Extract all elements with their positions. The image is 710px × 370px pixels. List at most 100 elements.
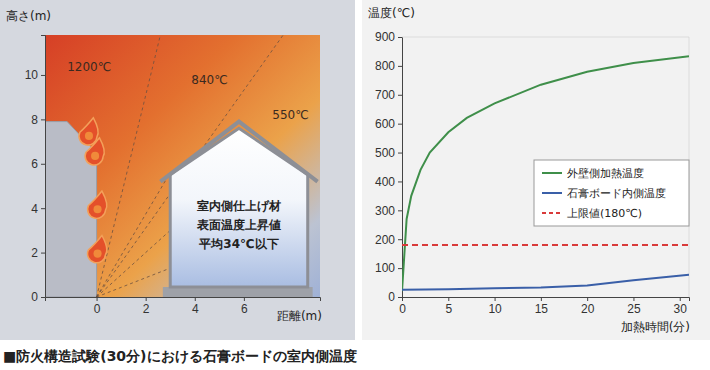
tick: 600 bbox=[375, 117, 402, 131]
tick-mark bbox=[398, 210, 402, 211]
tick-label: 600 bbox=[375, 117, 395, 131]
tick: 300 bbox=[375, 204, 402, 218]
tick-label: 800 bbox=[375, 59, 395, 73]
heat-field bbox=[45, 35, 320, 297]
tick-label: 6 bbox=[31, 157, 38, 171]
tick: 0 bbox=[94, 297, 101, 316]
tick: 5 bbox=[445, 297, 452, 316]
house-body bbox=[170, 128, 307, 287]
tick: 6 bbox=[31, 157, 45, 171]
flame bbox=[85, 138, 104, 165]
axis: 0 100 200 300 400 500 600 700 800 900 bbox=[375, 30, 403, 304]
tick-mark bbox=[398, 153, 402, 154]
tick-mark bbox=[41, 297, 45, 298]
axis-line bbox=[46, 298, 321, 302]
tick-mark bbox=[41, 75, 45, 76]
flame-core bbox=[85, 132, 93, 140]
y-axis-title: 温度(℃) bbox=[368, 6, 415, 20]
diagram-area bbox=[45, 35, 320, 297]
tick-label: 10 bbox=[488, 302, 502, 316]
axis-line bbox=[403, 298, 690, 302]
boundary-line bbox=[97, 173, 171, 297]
tick: 500 bbox=[375, 146, 402, 160]
tick-label: 2 bbox=[31, 246, 38, 260]
tick-label: 10 bbox=[25, 68, 39, 82]
tick-mark bbox=[41, 119, 45, 120]
tick: 400 bbox=[375, 175, 402, 189]
tick-mark bbox=[398, 297, 402, 298]
plot-frame bbox=[402, 37, 689, 38]
legend-box bbox=[534, 160, 689, 226]
legend-swatch bbox=[542, 172, 562, 174]
tick: 2 bbox=[143, 297, 150, 316]
tick-label: 0 bbox=[399, 302, 406, 316]
legend-swatch bbox=[542, 212, 562, 214]
tick-mark bbox=[680, 297, 681, 301]
tick-label: 8 bbox=[31, 113, 38, 127]
tick-label: 0 bbox=[388, 290, 395, 304]
tick-label: 6 bbox=[241, 302, 248, 316]
tick-mark bbox=[398, 37, 402, 38]
tick-mark bbox=[398, 95, 402, 96]
tick: 700 bbox=[375, 88, 402, 102]
tick-mark bbox=[146, 297, 147, 301]
tick: 200 bbox=[375, 233, 402, 247]
tick-mark bbox=[244, 297, 245, 301]
caption: ■防火構造試験(30分)における石膏ボードの室内側温度 bbox=[3, 348, 357, 364]
zone-label: 840℃ bbox=[191, 73, 227, 87]
zone-label: 550℃ bbox=[272, 108, 308, 122]
tick-mark bbox=[633, 297, 634, 301]
tick-label: 15 bbox=[535, 302, 549, 316]
tick-mark bbox=[97, 297, 98, 301]
tick-mark bbox=[195, 297, 196, 301]
x-axis-title: 加熱時間(分) bbox=[621, 320, 690, 334]
flame bbox=[79, 118, 98, 145]
tick-label: 0 bbox=[31, 290, 38, 304]
tick: 900 bbox=[375, 30, 402, 44]
axis-line bbox=[398, 38, 403, 298]
tick: 20 bbox=[581, 297, 595, 316]
y-axis-title: 高さ(m) bbox=[6, 9, 51, 23]
note-line: 室内側仕上げ材 bbox=[197, 199, 281, 213]
axis: 0 2 4 6 8 10 bbox=[25, 36, 46, 305]
tick: 30 bbox=[674, 297, 688, 316]
tick-mark bbox=[448, 297, 449, 301]
plot-area bbox=[402, 56, 689, 291]
tick: 4 bbox=[192, 297, 199, 316]
tick-mark bbox=[398, 268, 402, 269]
legend-swatch bbox=[542, 192, 562, 194]
tick-label: 100 bbox=[375, 261, 395, 275]
series-line bbox=[402, 244, 689, 246]
house-roof bbox=[160, 122, 317, 182]
note-line: 平均34℃以下 bbox=[198, 237, 278, 251]
flame bbox=[88, 191, 107, 218]
tick-mark bbox=[587, 297, 588, 301]
flame-core bbox=[94, 205, 102, 213]
legend-label: 上限値(180℃) bbox=[567, 207, 642, 220]
tick: 2 bbox=[31, 246, 45, 260]
tick-mark bbox=[541, 297, 542, 301]
x-axis-title: 距離(m) bbox=[277, 309, 322, 323]
tick-mark bbox=[398, 66, 402, 67]
tick-label: 0 bbox=[94, 302, 101, 316]
flame-core bbox=[91, 152, 99, 160]
tick-label: 900 bbox=[375, 30, 395, 44]
tick-label: 4 bbox=[31, 202, 38, 216]
right-panel bbox=[362, 0, 710, 340]
tick-label: 200 bbox=[375, 233, 395, 247]
tick-mark bbox=[495, 297, 496, 301]
tick-mark bbox=[398, 181, 402, 182]
boundary-line bbox=[97, 268, 171, 297]
flame bbox=[88, 235, 107, 262]
tick: 0 bbox=[399, 297, 406, 316]
zone-label: 1200℃ bbox=[67, 60, 111, 74]
tick-label: 20 bbox=[581, 302, 595, 316]
tick: 4 bbox=[31, 202, 45, 216]
axis: 0 5 10 15 20 25 30 bbox=[399, 297, 689, 316]
left-panel bbox=[0, 0, 355, 340]
tick: 25 bbox=[627, 297, 641, 316]
series-line bbox=[402, 56, 689, 291]
tick-label: 5 bbox=[445, 302, 452, 316]
tick-mark bbox=[41, 253, 45, 254]
tick: 10 bbox=[25, 68, 45, 82]
